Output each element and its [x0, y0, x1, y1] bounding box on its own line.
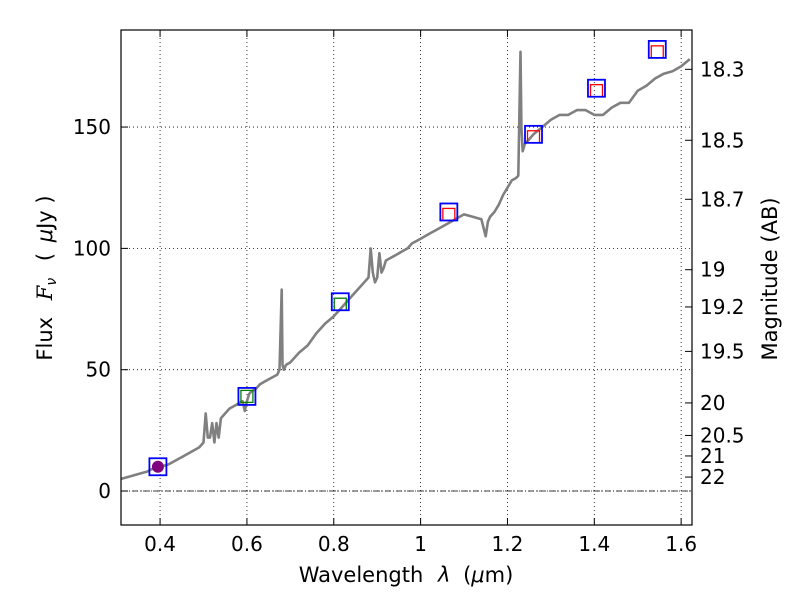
observed-point [148, 457, 168, 477]
y-tick-label: 100 [73, 236, 111, 260]
x-axis-unit-rest: m) [485, 563, 514, 587]
y-axis-symbol: F [33, 284, 57, 301]
x-tick-label: 0.6 [231, 532, 263, 556]
photometry-points [148, 40, 667, 477]
model-point [442, 207, 456, 222]
y-axis-unit-mu: μ [33, 229, 57, 243]
y-axis-title: Flux Fν ( μJy ) [33, 195, 61, 360]
y-axis-subscript: ν [44, 278, 60, 286]
spectrum-line [120, 50, 691, 481]
y2-tick-label: 20.5 [700, 423, 745, 447]
y2-tick-label: 19.2 [700, 295, 745, 319]
observed-point [524, 124, 543, 144]
y2-tick-label: 19 [700, 258, 725, 282]
y-tick-label: 0 [98, 479, 111, 503]
y-axis-unit-rest: Jy ) [33, 195, 57, 231]
y2-tick-label: 20 [700, 391, 725, 415]
y2-tick-label: 21 [700, 444, 725, 468]
y2-tick-label: 18.3 [700, 57, 745, 81]
observed-point [237, 386, 257, 406]
y2-tick-label: 18.5 [700, 128, 745, 152]
observed-point [587, 78, 606, 98]
axis-ticks: 0.4 0.6 0.8 1 1.2 1.4 1.6 0 50 100 150 18.3 18.5 18.7… [73, 30, 745, 556]
grid-lines [121, 30, 692, 525]
spectrum-series [120, 50, 691, 481]
x-tick-label: 1.6 [665, 532, 697, 556]
plot-frame [120, 29, 693, 526]
x-axis-unit-mu: μ [470, 563, 484, 587]
model-point [650, 45, 664, 59]
x-tick-label: 0.4 [144, 532, 176, 556]
model-point [240, 389, 254, 404]
model-point [589, 84, 604, 98]
y-axis-title-prefix: Flux [33, 317, 57, 361]
x-axis-unit-open: ( [463, 563, 471, 587]
y-tick-label: 150 [73, 115, 111, 139]
x-axis-title: Wavelength λ (μm) [299, 563, 514, 587]
observed-point [330, 292, 350, 312]
x-tick-label: 1 [414, 532, 427, 556]
x-axis-title-prefix: Wavelength [299, 563, 424, 587]
observed-point [439, 202, 459, 222]
y2-tick-label: 22 [700, 465, 725, 489]
y2-tick-label: 19.5 [700, 339, 745, 363]
observed-point [647, 40, 667, 59]
y-tick-label: 50 [86, 358, 111, 382]
y-axis-unit-open: ( [33, 253, 57, 261]
x-tick-label: 1.4 [578, 532, 610, 556]
y2-axis-title: Magnitude (AB) [758, 197, 782, 360]
x-axis-symbol: λ [437, 563, 450, 587]
x-tick-label: 1.2 [492, 532, 524, 556]
x-tick-label: 0.8 [318, 532, 350, 556]
y2-tick-label: 18.7 [700, 187, 745, 211]
model-point [151, 460, 164, 473]
